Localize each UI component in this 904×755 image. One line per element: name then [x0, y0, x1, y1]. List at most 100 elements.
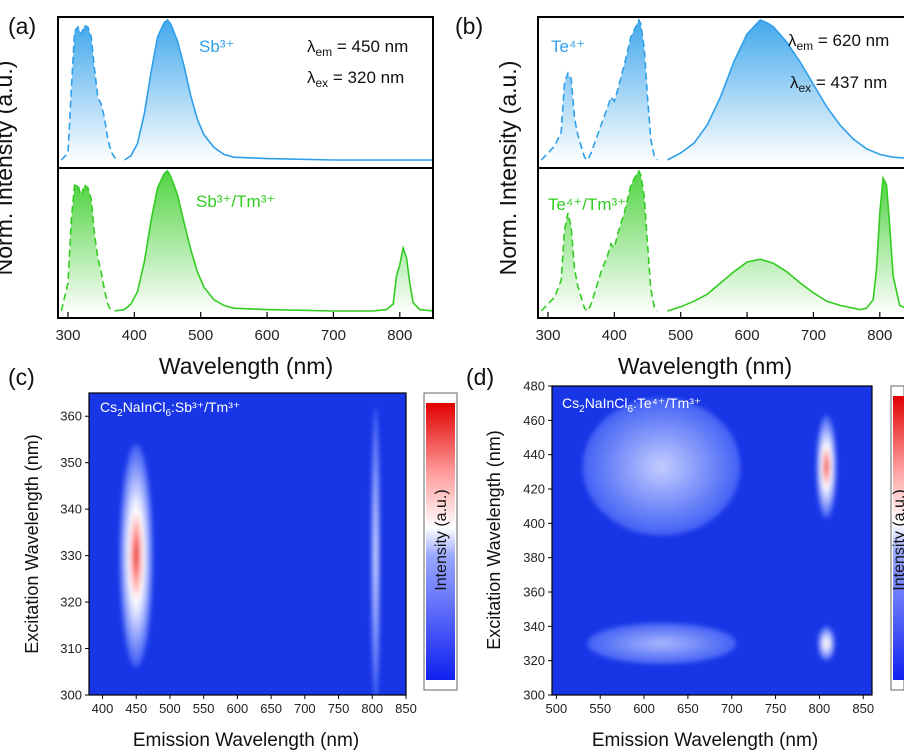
panel-c-y-tick-label: 300 [60, 688, 82, 703]
panel-c-x-label: Emission Wavelength (nm) [133, 730, 359, 751]
panel-b-series-3-line [667, 175, 904, 312]
panel-c-x-tick-label: 650 [260, 701, 282, 716]
panel-c-x-tick-label: 400 [92, 701, 114, 716]
panel-a-series-3-line [114, 169, 433, 312]
panel-c-label: (c) [8, 364, 35, 390]
panel-b-y-label: Norm. Intensity (a.u.) [495, 61, 521, 276]
label-tetm: Te⁴⁺/Tm³⁺ [548, 195, 626, 214]
panel-d-y-tick-label: 360 [523, 585, 545, 600]
panel-a-y-label: Norm. Intensity (a.u.) [0, 61, 17, 276]
panel-c-y-label: Excitation Wavelength (nm) [22, 434, 42, 653]
panel-d-x-tick-label: 500 [546, 701, 568, 716]
panel-d-ticks: 500 550 600 650 700 750 800 850 300 320 340 360 380 4… [523, 379, 874, 717]
panel-d-x-tick-label: 700 [721, 701, 743, 716]
panel-d-y-tick-label: 480 [523, 379, 545, 394]
panel-a: (a) 300 400 500 600 700 800 Norm. Intensity (… [0, 13, 434, 344]
panel-c-ticks: 400 450 500 550 600 650 700 750 800 850 300 310 320 3… [60, 409, 417, 716]
panel-d-peak-0 [582, 398, 741, 536]
panel-c-frame [88, 392, 407, 696]
panel-b-label: (b) [455, 13, 483, 39]
panel-c-colorbar-label: Intensity (a.u.) [433, 489, 450, 590]
panel-c-y-tick-label: 310 [60, 641, 82, 656]
panel-d-x-tick-label: 750 [765, 701, 787, 716]
label-sb: Sb³⁺ [199, 37, 234, 56]
panel-b-series-1-fill [667, 20, 904, 160]
panel-d-x-tick-label: 650 [677, 701, 699, 716]
panel-a-series-0-line [60, 24, 119, 161]
panel-d-y-tick-label: 420 [523, 482, 545, 497]
panel-d-y-tick-label: 320 [523, 653, 545, 668]
panel-c-y-tick-label: 340 [60, 502, 82, 517]
panel-b-x-tick-label: 600 [735, 327, 760, 344]
panel-a-x-tick-label: 600 [255, 327, 280, 344]
panel-b-x-tick-label: 400 [602, 327, 627, 344]
panel-d: (d) 500 550 600 650 700 750 800 850 300 320 340 360… [466, 364, 904, 751]
panel-c-heatmap [119, 406, 381, 695]
panel-c-x-tick-label: 750 [328, 701, 350, 716]
panel-a-x-ticks: 300 400 500 600 700 800 [55, 312, 412, 344]
panel-d-peak-2-contour [825, 463, 828, 471]
panel-b-x-tick-label: 500 [668, 327, 693, 344]
panel-b-series-2-line [540, 169, 659, 313]
panel-d-peak-2 [815, 415, 837, 519]
panel-b-series-3-fill [667, 178, 904, 311]
panel-c-x-tick-label: 500 [159, 701, 181, 716]
panel-a-x-tick-label: 700 [321, 327, 346, 344]
panel-c-x-tick-label: 550 [193, 701, 215, 716]
panel-b-x-tick-label: 300 [535, 327, 560, 344]
panel-c-y-tick-label: 330 [60, 548, 82, 563]
panel-b-x-ticks: 300 400 500 600 700 800 [535, 312, 892, 344]
panel-a-series-1-line [123, 18, 433, 161]
panel-d-x-tick-label: 800 [809, 701, 831, 716]
panel-d-y-tick-label: 300 [523, 688, 545, 703]
lambda-ex-b: λex = 437 nm [790, 73, 887, 95]
panel-c-peak-0 [119, 444, 154, 668]
panel-c-x-tick-label: 600 [227, 701, 249, 716]
panel-c-title: Cs2NaInCl6:Sb³⁺/Tm³⁺ [100, 399, 240, 419]
label-sbtm: Sb³⁺/Tm³⁺ [196, 192, 275, 211]
panel-d-y-label: Excitation Wavelength (nm) [484, 430, 504, 649]
panel-a-series-3-fill [114, 171, 433, 311]
panel-c-y-tick-label: 360 [60, 409, 82, 424]
panel-d-y-tick-label: 460 [523, 413, 545, 428]
lambda-em-a: λem = 450 nm [307, 37, 408, 59]
panel-a-label: (a) [8, 13, 36, 39]
panel-d-peak-3 [817, 626, 836, 661]
panel-d-title: Cs2NaInCl6:Te⁴⁺/Tm³⁺ [562, 395, 701, 415]
panel-d-x-tick-label: 600 [633, 701, 655, 716]
label-te: Te⁴⁺ [551, 37, 585, 56]
panel-d-x-tick-label: 550 [589, 701, 611, 716]
panel-d-peak-1-contour [656, 642, 667, 645]
panel-d-peak-0-contour [656, 461, 668, 472]
lambda-ex-a: λex = 320 nm [307, 68, 404, 90]
panel-d-peak-1 [587, 622, 737, 665]
panel-b-series-0-line [540, 18, 659, 162]
panel-a-x-tick-label: 800 [387, 327, 412, 344]
panel-b-x-tick-label: 700 [801, 327, 826, 344]
panel-d-y-tick-label: 340 [523, 619, 545, 634]
panel-d-colorbar-label: Intensity (a.u.) [891, 489, 904, 590]
panel-d-y-tick-label: 380 [523, 550, 545, 565]
panel-d-heatmap [582, 398, 837, 665]
panel-b-series-2-fill [541, 171, 658, 311]
panel-a-series-2-line [60, 183, 112, 312]
panel-a-curves [60, 18, 433, 312]
panel-c-x-tick-label: 850 [395, 701, 417, 716]
panel-a-x-tick-label: 300 [55, 327, 80, 344]
panel-c-x-tick-label: 800 [361, 701, 383, 716]
panel-d-colorbar [893, 396, 904, 680]
panel-c-y-tick-label: 350 [60, 455, 82, 470]
panel-c: (c) 400 450 500 550 600 650 700 750 800 850 300 310… [8, 364, 458, 751]
panel-d-x-label: Emission Wavelength (nm) [592, 730, 818, 751]
panel-a-series-0-fill [61, 25, 118, 160]
panel-a-series-2-fill [61, 185, 112, 311]
panel-a-x-tick-label: 400 [122, 327, 147, 344]
panel-d-x-tick-label: 850 [852, 701, 874, 716]
panel-a-series-1-fill [124, 20, 433, 160]
panel-d-frame [551, 385, 873, 696]
panel-a-x-label: Wavelength (nm) [159, 353, 333, 379]
panel-c-peak-0-contour [135, 547, 138, 564]
panel-b: (b) 300 400 500 600 700 800 Norm. Intensity (… [455, 13, 904, 379]
panel-d-y-tick-label: 440 [523, 447, 545, 462]
